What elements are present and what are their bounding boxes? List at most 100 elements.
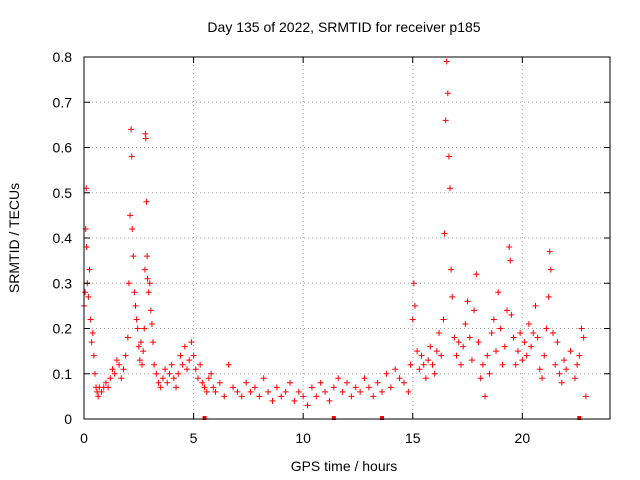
data-point	[405, 388, 412, 395]
zero-marker	[202, 416, 207, 420]
data-point	[330, 384, 337, 391]
data-point	[291, 397, 298, 404]
data-point	[466, 334, 473, 341]
y-tick-label: 0.5	[53, 185, 73, 201]
data-point	[445, 153, 452, 160]
x-axis-label: GPS time / hours	[291, 458, 398, 474]
data-point	[335, 375, 342, 382]
zero-markers	[202, 416, 582, 420]
data-point	[201, 384, 208, 391]
data-point	[365, 384, 372, 391]
data-point	[407, 361, 414, 368]
data-point	[317, 379, 324, 386]
data-point	[448, 266, 455, 273]
x-tick-labels: 0 5 10 15 20	[80, 430, 530, 446]
data-point	[441, 230, 448, 237]
data-point	[488, 330, 495, 337]
data-point	[462, 320, 469, 327]
data-point	[425, 357, 432, 364]
data-point	[128, 126, 135, 133]
data-point	[313, 393, 320, 400]
data-point	[186, 357, 193, 364]
data-point	[449, 293, 456, 300]
data-point	[278, 393, 285, 400]
data-point	[90, 352, 97, 359]
data-point	[194, 375, 201, 382]
data-point	[582, 393, 589, 400]
data-point	[530, 330, 537, 337]
data-point	[556, 370, 563, 377]
data-point	[433, 348, 440, 355]
data-point	[512, 361, 519, 368]
data-point	[339, 388, 346, 395]
data-point	[558, 379, 565, 386]
data-point	[508, 311, 515, 318]
data-point	[563, 366, 570, 373]
data-point	[477, 375, 484, 382]
data-point	[444, 90, 451, 97]
data-point	[260, 375, 267, 382]
data-point	[514, 348, 521, 355]
data-point	[304, 402, 311, 409]
data-point	[256, 393, 263, 400]
data-point	[357, 388, 364, 395]
y-tick-label: 0.3	[53, 275, 73, 291]
data-point	[225, 361, 232, 368]
data-point	[539, 375, 546, 382]
data-point	[197, 361, 204, 368]
data-point	[91, 370, 98, 377]
zero-marker	[331, 416, 336, 420]
data-point	[120, 366, 127, 373]
data-point	[87, 316, 94, 323]
data-point	[536, 366, 543, 373]
data-point	[497, 325, 504, 332]
data-point	[457, 361, 464, 368]
data-point	[455, 339, 462, 346]
data-point	[521, 339, 528, 346]
data-point	[141, 325, 148, 332]
data-point	[105, 384, 112, 391]
data-point	[410, 280, 417, 287]
y-tick-label: 0.8	[53, 49, 73, 65]
data-point	[88, 339, 95, 346]
data-point	[361, 375, 368, 382]
data-point	[150, 339, 157, 346]
data-point	[418, 352, 425, 359]
data-point	[122, 352, 129, 359]
data-point	[168, 361, 175, 368]
data-point	[460, 343, 467, 350]
data-point	[128, 153, 135, 160]
data-point	[175, 370, 182, 377]
data-point	[443, 58, 450, 65]
data-point	[148, 320, 155, 327]
plot-frame	[83, 56, 611, 420]
data-point	[144, 253, 151, 260]
data-point	[414, 348, 421, 355]
data-point	[295, 388, 302, 395]
data-point	[247, 388, 254, 395]
data-point	[541, 352, 548, 359]
data-point	[545, 293, 552, 300]
data-point	[486, 370, 493, 377]
data-point	[482, 393, 489, 400]
data-point	[137, 339, 144, 346]
data-point	[387, 384, 394, 391]
data-point	[144, 275, 151, 282]
data-point	[210, 384, 217, 391]
data-point	[85, 293, 92, 300]
y-tick-label: 0.2	[53, 321, 73, 337]
y-tick-labels: 0 0.1 0.2 0.3 0.4 0.5 0.6 0.7 0.8	[53, 49, 73, 427]
data-point	[479, 361, 486, 368]
data-point	[420, 361, 427, 368]
data-point	[442, 117, 449, 124]
data-point	[118, 375, 125, 382]
data-point	[554, 339, 561, 346]
x-tick-label: 15	[405, 430, 421, 446]
data-point	[173, 384, 180, 391]
data-point	[409, 316, 416, 323]
x-tick-label: 5	[190, 430, 198, 446]
data-point	[166, 370, 173, 377]
data-point	[199, 379, 206, 386]
data-point	[517, 330, 524, 337]
